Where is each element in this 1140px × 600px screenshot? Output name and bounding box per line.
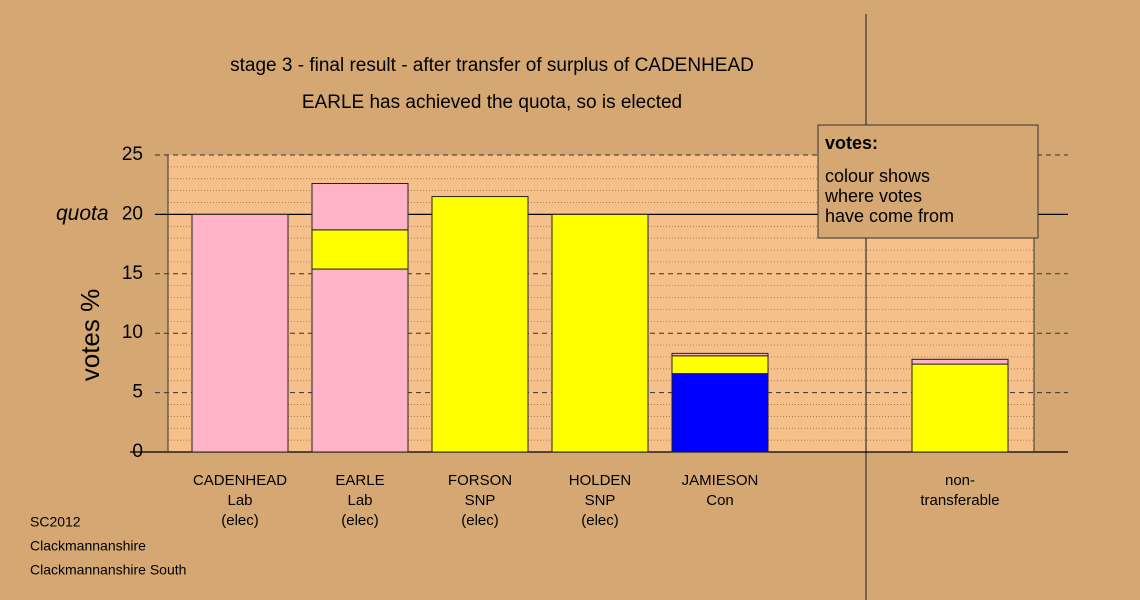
legend-text: where votes [824, 186, 922, 206]
bar-segment [431, 196, 529, 453]
bar-segment [551, 213, 649, 453]
x-tick-label: non- [945, 472, 975, 489]
x-tick-label: Lab [227, 492, 252, 509]
legend-text: have come from [825, 206, 954, 226]
y-tick-label: 20 [122, 203, 143, 224]
y-tick-label: 5 [132, 382, 143, 403]
x-tick-label: transferable [920, 492, 999, 509]
y-tick-label: 25 [122, 144, 143, 165]
x-tick-label: Lab [347, 492, 372, 509]
footer-text: SC2012 [30, 514, 81, 530]
bar-segment [911, 358, 1009, 365]
quota-label: quota [56, 202, 109, 225]
x-tick-label: (elec) [461, 512, 499, 529]
chart-subtitle: EARLE has achieved the quota, so is elec… [302, 92, 682, 113]
bar-segment [311, 268, 409, 453]
x-tick-label: JAMIESON [682, 472, 759, 489]
y-axis-title: votes % [75, 289, 105, 382]
y-tick-label: 10 [122, 322, 143, 343]
x-tick-label: SNP [465, 492, 496, 509]
x-tick-label: FORSON [448, 472, 512, 489]
x-tick-label: (elec) [581, 512, 619, 529]
x-tick-label: EARLE [335, 472, 384, 489]
y-tick-label: 15 [122, 263, 143, 284]
legend-box [817, 124, 1039, 239]
chart-title: stage 3 - final result - after transfer … [230, 55, 754, 76]
x-tick-label: SNP [585, 492, 616, 509]
x-tick-label: (elec) [341, 512, 379, 529]
x-tick-label: CADENHEAD [193, 472, 287, 489]
legend-title: votes: [825, 133, 878, 153]
x-tick-label: HOLDEN [569, 472, 632, 489]
bar-segment [671, 373, 769, 453]
bar-segment [311, 229, 409, 270]
legend-text: colour shows [825, 166, 930, 186]
x-tick-label: (elec) [221, 512, 259, 529]
bar-segment [191, 213, 289, 453]
bar-segment [671, 352, 769, 357]
x-tick-label: Con [706, 492, 734, 509]
bar-segment [671, 355, 769, 375]
footer-text: Clackmannanshire South [30, 562, 186, 578]
bar-segment [311, 183, 409, 231]
footer-text: Clackmannanshire [30, 538, 146, 554]
bar-segment [911, 363, 1009, 453]
y-tick-label: 0 [132, 441, 143, 462]
